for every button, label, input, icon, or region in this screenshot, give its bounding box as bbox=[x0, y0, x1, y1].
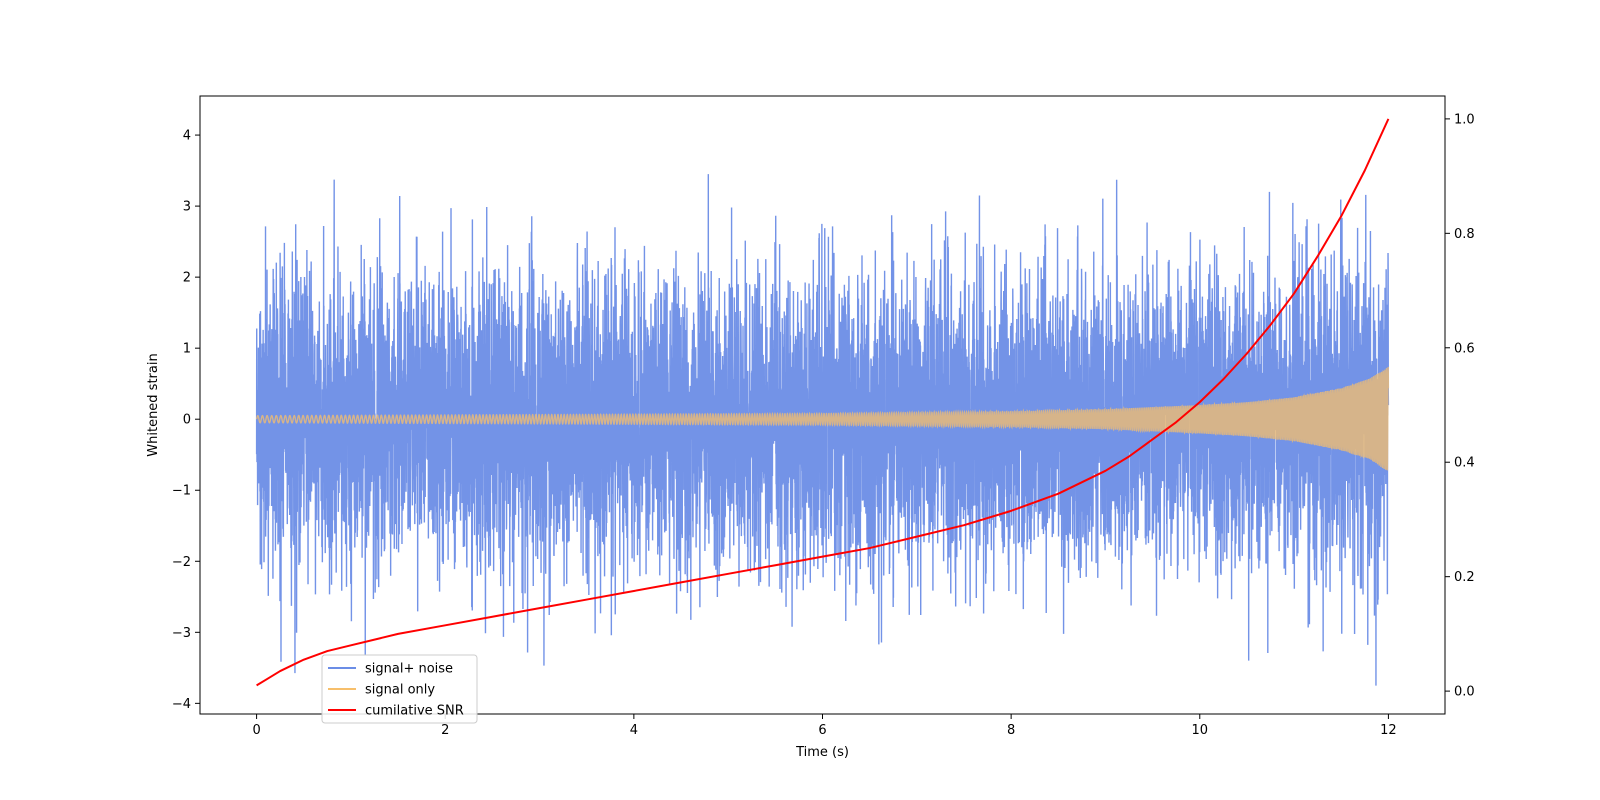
y-tick-label: 2 bbox=[183, 271, 191, 286]
plot-area bbox=[255, 118, 1390, 687]
legend: signal+ noise signal only cumilative SNR bbox=[321, 654, 478, 724]
y-tick-label: 0 bbox=[183, 413, 191, 428]
x-tick-label: 10 bbox=[1191, 723, 1208, 738]
legend-label: signal only bbox=[365, 683, 435, 698]
series-group bbox=[255, 118, 1390, 687]
legend-box bbox=[321, 654, 478, 724]
series-line-signal-noise bbox=[255, 174, 1390, 686]
series-line-signal-only bbox=[255, 366, 1390, 471]
y2-tick-label: 0.4 bbox=[1454, 456, 1475, 471]
y-tick-label: 3 bbox=[183, 200, 191, 215]
x-tick-label: 8 bbox=[1007, 723, 1015, 738]
y-axis-label: Whitened strain bbox=[146, 353, 161, 456]
y-tick-label: 1 bbox=[183, 342, 191, 357]
series-line-cumulative-snr bbox=[256, 118, 1390, 687]
x-tick-label: 4 bbox=[630, 723, 638, 738]
x-tick-label: 12 bbox=[1380, 723, 1397, 738]
y-tick-label: −2 bbox=[172, 555, 191, 570]
x-tick-label: 0 bbox=[252, 723, 260, 738]
y-tick-label: −3 bbox=[172, 626, 191, 641]
y-axis-left: −4 −3 −2 −1 0 1 2 3 4 bbox=[172, 129, 200, 712]
y-tick-label: −1 bbox=[172, 484, 191, 499]
legend-label: cumilative SNR bbox=[365, 704, 464, 719]
y2-tick-label: 0.0 bbox=[1454, 685, 1475, 700]
x-axis: 0 2 4 6 8 10 12 bbox=[252, 714, 1397, 738]
x-tick-label: 2 bbox=[441, 723, 449, 738]
x-tick-label: 6 bbox=[818, 723, 826, 738]
y-axis-right: 0.0 0.2 0.4 0.6 0.8 1.0 bbox=[1445, 112, 1475, 700]
y2-tick-label: 0.8 bbox=[1454, 227, 1475, 242]
y2-tick-label: 1.0 bbox=[1454, 112, 1475, 127]
y2-tick-label: 0.6 bbox=[1454, 341, 1475, 356]
legend-label: signal+ noise bbox=[365, 662, 453, 677]
x-axis-label: Time (s) bbox=[795, 745, 849, 760]
y-tick-label: 4 bbox=[183, 129, 191, 144]
y-tick-label: −4 bbox=[172, 697, 191, 712]
y2-tick-label: 0.2 bbox=[1454, 570, 1475, 585]
